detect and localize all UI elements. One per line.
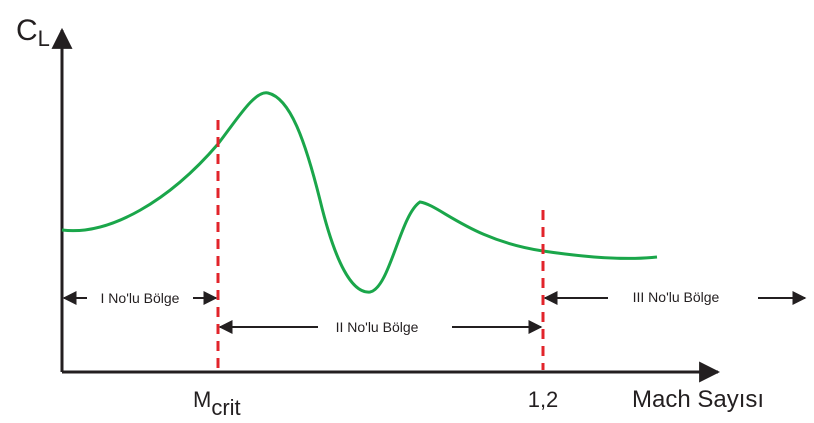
x-axis-title: Mach Sayısı (632, 386, 764, 413)
y-axis-title-sub: L (38, 26, 50, 51)
region-1-label: I No'lu Bölge (101, 290, 180, 306)
tick-label-mcrit-main: M (193, 387, 211, 412)
tick-label-mcrit-sub: crit (211, 395, 240, 420)
tick-label-mcrit: Mcrit (193, 387, 241, 420)
region-2-label: II No'lu Bölge (336, 319, 419, 335)
region-3-label: III No'lu Bölge (633, 289, 720, 305)
y-axis-title-main: C (16, 14, 38, 47)
y-axis-title: CL (16, 14, 50, 51)
tick-label-1-2: 1,2 (528, 387, 559, 412)
cl-curve (61, 91, 658, 294)
